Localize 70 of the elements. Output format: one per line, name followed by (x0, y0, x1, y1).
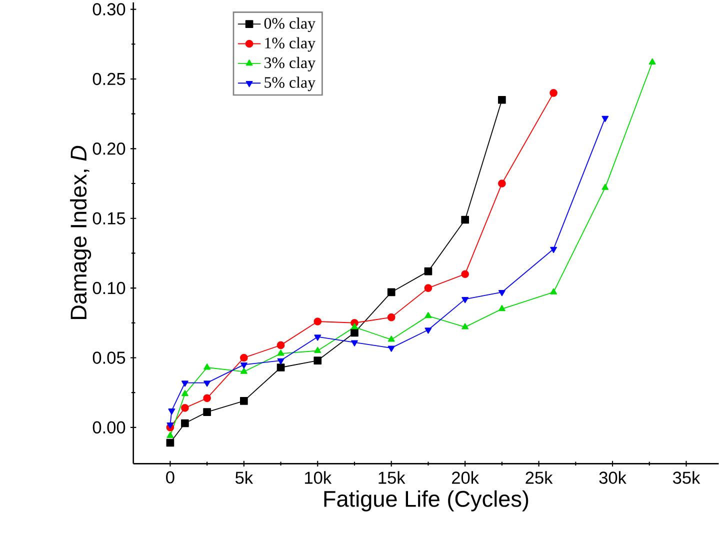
y-tick-label: 0.05 (92, 352, 126, 364)
point (203, 394, 211, 402)
point (166, 422, 174, 429)
point (276, 341, 285, 350)
point (204, 364, 211, 370)
point (424, 284, 432, 292)
x-tick-label: 10k (305, 471, 332, 484)
point (240, 354, 248, 362)
point (550, 246, 557, 253)
point (602, 116, 609, 122)
x-tick-label: 35k (672, 471, 700, 484)
point (181, 390, 188, 396)
point (166, 432, 174, 438)
legend-label: 5% clay (264, 76, 316, 92)
point (351, 323, 358, 330)
point (462, 323, 469, 330)
x-tick-label: 20k (452, 471, 480, 484)
point (462, 297, 469, 304)
x-tick-label: 25k (526, 471, 553, 484)
y-tick-label: 0.00 (92, 421, 126, 434)
point (181, 404, 189, 412)
point (388, 346, 395, 352)
point (461, 216, 469, 224)
y-tick-label: 0.25 (92, 72, 126, 86)
point (498, 290, 506, 296)
point (350, 328, 358, 337)
legend-label: 0% clay (264, 18, 316, 32)
point (351, 340, 358, 346)
x-tick-label: 15k (378, 471, 406, 484)
point (277, 350, 284, 356)
x-tick-label: 0 (166, 471, 174, 484)
point (314, 318, 322, 326)
point (240, 362, 248, 369)
point (314, 356, 322, 364)
point (181, 380, 188, 387)
point (498, 180, 506, 188)
point (240, 397, 248, 405)
y-axis-title: Damage Index, D (70, 146, 92, 320)
x-axis-title: Fatigue Life (Cycles) (324, 490, 528, 512)
x-tick-label: 5k (235, 471, 254, 484)
point (181, 419, 189, 428)
point (240, 368, 248, 374)
point (387, 313, 396, 322)
y-tick-label: 0.20 (92, 142, 126, 155)
point (498, 305, 506, 312)
point (277, 358, 284, 364)
point (461, 270, 469, 278)
y-tick-label: 0.10 (92, 282, 126, 294)
point (424, 328, 432, 334)
point (424, 312, 432, 318)
point (602, 184, 609, 190)
y-tick-label: 0.15 (92, 212, 126, 224)
legend-label: 3% clay (264, 56, 316, 72)
point (203, 408, 211, 416)
point (387, 288, 396, 296)
legend-label: 1% clay (265, 37, 316, 52)
point (166, 438, 174, 447)
point (498, 96, 506, 104)
point (550, 89, 558, 97)
point (550, 288, 557, 294)
point (648, 58, 656, 64)
point (168, 408, 176, 415)
y-tick-label: 0.30 (92, 3, 126, 16)
point (276, 364, 285, 372)
point (314, 334, 322, 341)
point (204, 380, 211, 387)
x-tick-label: 30k (599, 471, 626, 484)
point (314, 346, 322, 353)
point (424, 267, 432, 276)
point (388, 336, 395, 342)
